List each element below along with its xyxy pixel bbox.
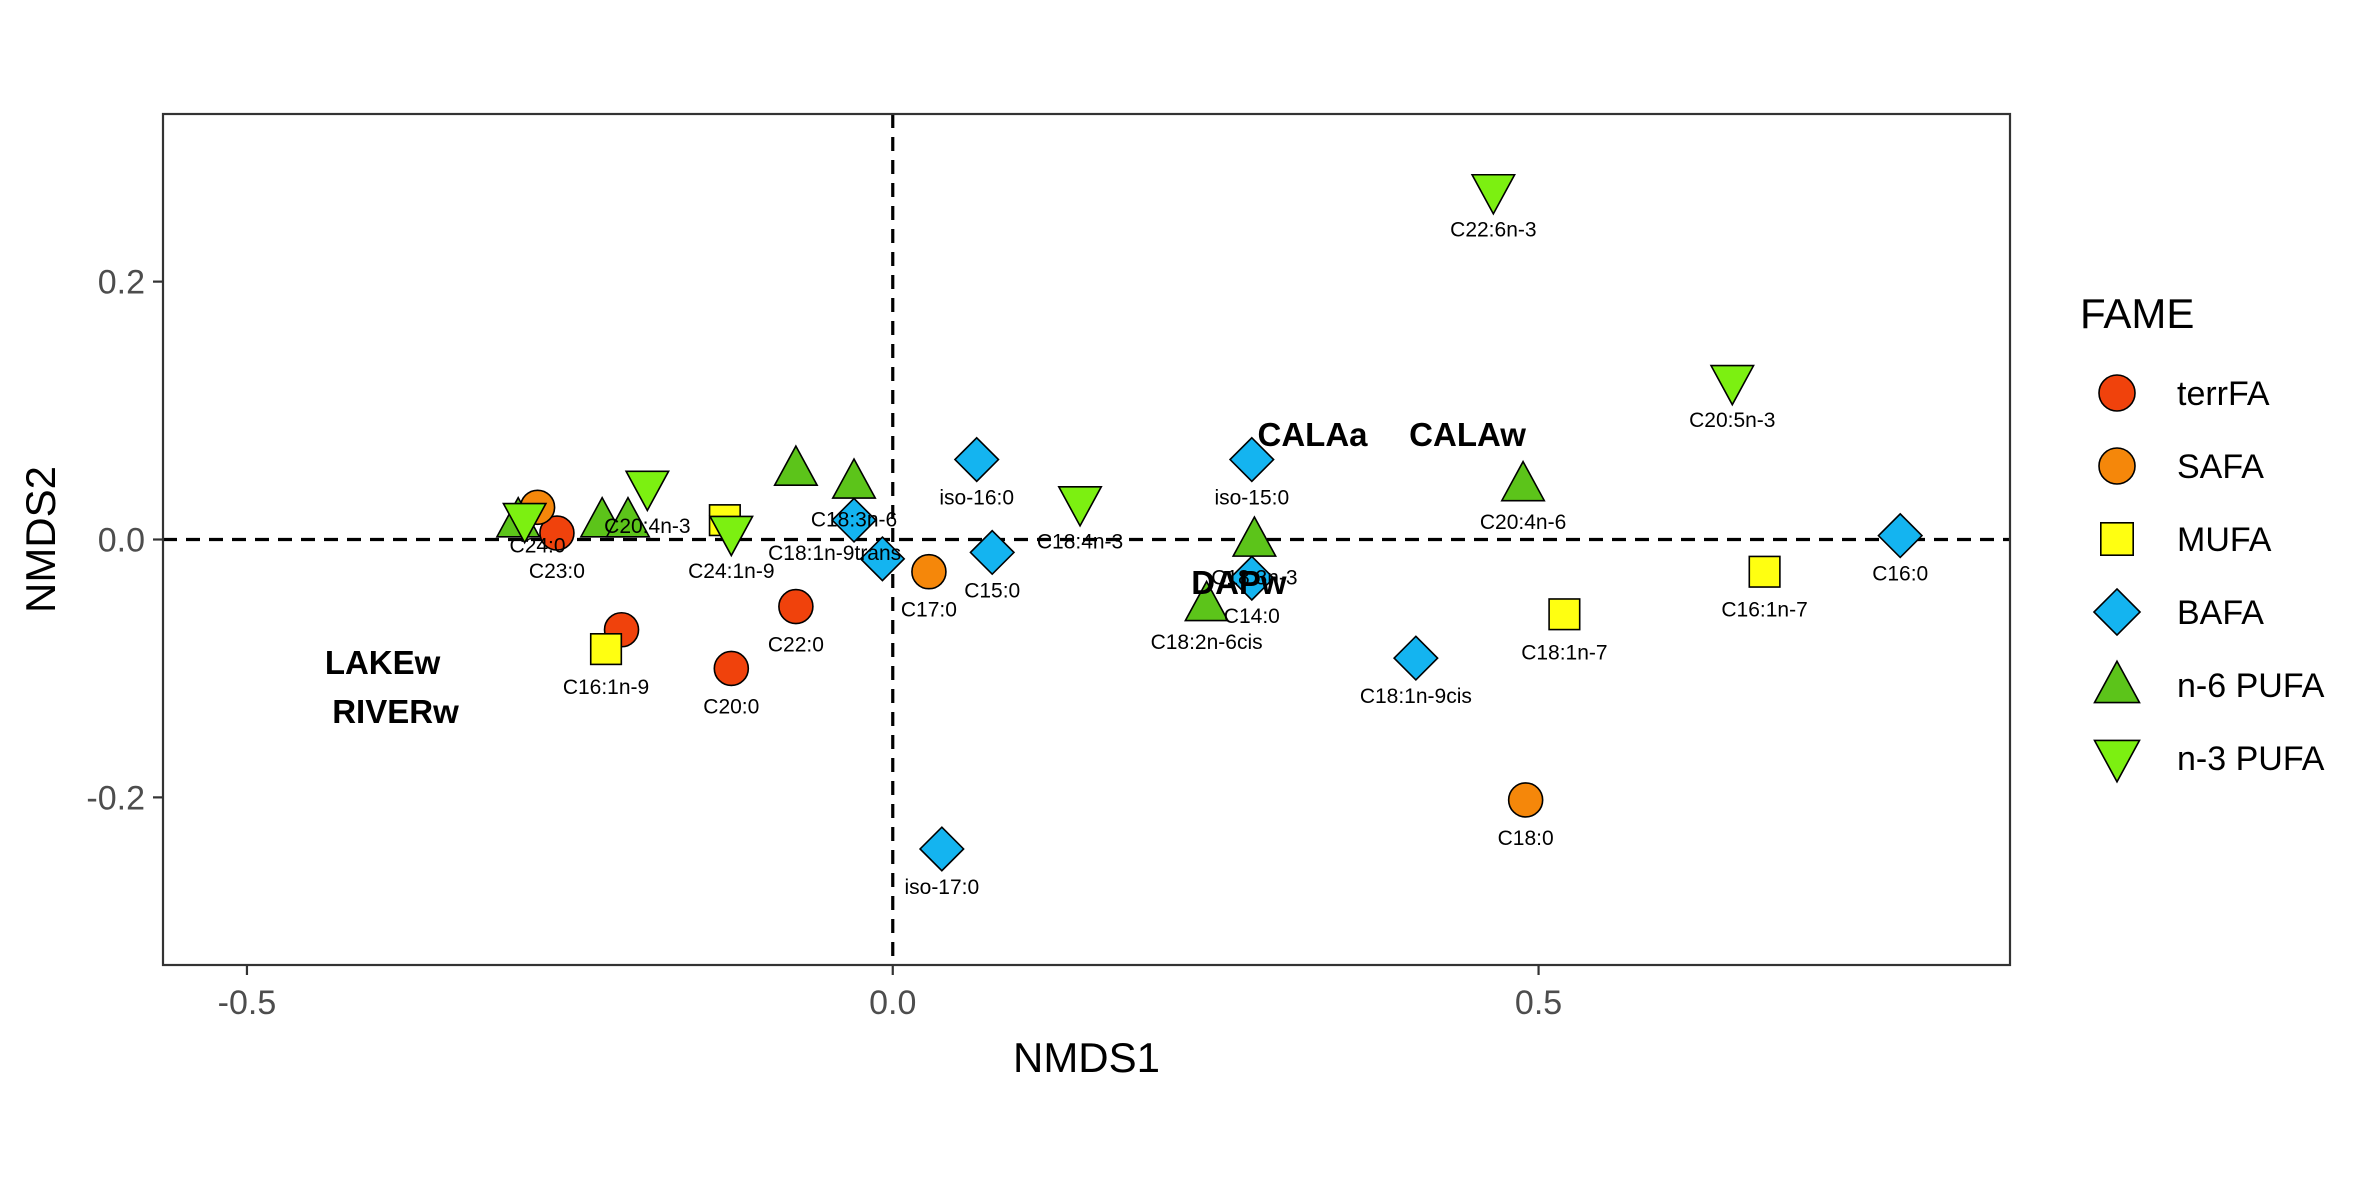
series-n-6-pufa [495,444,1546,622]
point-label: C23:0 [529,560,585,583]
data-point [1228,436,1275,483]
data-point [773,444,819,487]
series-bafa [831,436,1924,872]
data-point [859,535,906,582]
data-point [1184,579,1230,622]
point-label: C16:0 [1872,563,1928,586]
data-point [1231,515,1278,557]
point-label: C20:5n-3 [1689,409,1775,432]
y-axis-title: NMDS2 [17,466,64,613]
y-tick-label: 0.0 [98,522,145,560]
point-label: C22:0 [768,634,824,657]
data-point [1709,364,1755,407]
point-label: C18:1n-7 [1521,641,1607,664]
point-label: C18:3n-6 [811,508,897,531]
data-point [1507,782,1544,818]
point-label: C16:1n-9 [563,676,649,699]
legend-key-terrfa [2098,374,2136,412]
point-label: C20:0 [703,695,759,718]
x-axis-title: NMDS1 [1013,1034,1160,1081]
point-label: C18:4n-3 [1037,530,1123,553]
point-label: C18:3n-3 [1211,567,1297,590]
site-label: CALAw [1409,416,1526,453]
point-label: C18:2n-6cis [1151,631,1263,654]
data-point [1877,512,1924,559]
x-tick-label: -0.5 [218,984,277,1022]
x-tick-label: 0.5 [1515,984,1562,1022]
point-label: iso-17:0 [904,876,979,899]
point-label: C18:1n-9cis [1360,685,1472,708]
data-point [1057,485,1103,528]
legend-key-n-6-pufa [2093,659,2141,704]
point-label: iso-15:0 [1214,487,1289,510]
point-label: C18:1n-9trans [768,542,901,565]
data-point [624,470,670,513]
site-label: CALAa [1258,416,1369,453]
legend-key-mufa [2100,521,2135,556]
legend-key-safa [2098,447,2136,485]
legend-label: BAFA [2177,594,2264,632]
site-label: RIVERw [332,693,459,730]
point-label: iso-16:0 [939,487,1014,510]
point-label: C16:1n-7 [1721,599,1807,622]
point-label: C17:0 [901,599,957,622]
data-point [708,515,754,558]
data-point [831,497,877,544]
y-tick-label: -0.2 [86,779,145,817]
data-point [953,436,1000,483]
data-point [1228,555,1275,602]
site-label: DAPw [1191,564,1287,601]
data-point [831,457,877,499]
legend-label: SAFA [2177,448,2264,486]
legend-label: n-3 PUFA [2177,740,2325,778]
data-point [1548,598,1581,631]
data-point [918,826,965,872]
point-label: C20:4n-3 [604,515,690,538]
data-point [539,515,575,551]
point-label: C22:6n-3 [1450,218,1536,241]
site-label: LAKEw [325,644,441,681]
legend: FAME terrFA SAFA MUFA BAFA n-6 PUFA n-3 PUFA [2080,290,2325,784]
point-label: C14:0 [1224,605,1280,628]
y-tick-label: 0.2 [98,264,145,302]
data-point [502,502,548,545]
legend-key-bafa [2092,587,2142,637]
data-point [969,529,1016,576]
data-point [1748,555,1781,588]
data-point [605,496,651,538]
legend-label: n-6 PUFA [2177,667,2325,705]
data-point [1470,173,1516,216]
data-point [713,650,750,687]
data-point [589,632,623,666]
plot-panel: C23:0 C20:0 C22:0 C24:0 C17:0 C18:0 C16:1n-9 C1… [17,112,2012,1081]
point-label: C20:4n-6 [1480,511,1566,534]
point-label: C15:0 [964,579,1020,602]
data-point [1392,635,1439,682]
point-label: C24:0 [510,534,566,557]
legend-label: terrFA [2177,375,2270,413]
point-label: C18:0 [1498,827,1554,850]
data-point [1500,459,1546,502]
legend-title: FAME [2080,290,2194,337]
point-label: C24:1n-9 [688,560,774,583]
x-tick-label: 0.0 [869,984,916,1022]
data-point [911,553,947,590]
legend-key-n-3-pufa [2093,739,2141,784]
legend-label: MUFA [2177,521,2272,559]
series-n-3-pufa [502,173,1755,558]
data-point [778,588,814,625]
